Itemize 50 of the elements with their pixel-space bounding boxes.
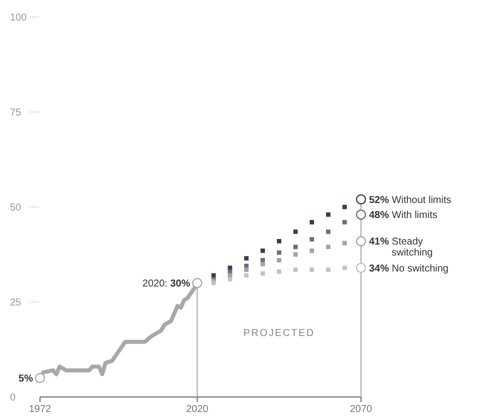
- point: [276, 269, 282, 274]
- x-tick-label: 2020: [186, 404, 209, 415]
- point: [244, 273, 249, 278]
- y-tick-label: 50: [10, 202, 22, 214]
- data-label: 52%: [369, 194, 390, 206]
- point: [293, 268, 298, 272]
- data-label: 48%: [369, 210, 390, 222]
- y-tick-label: 75: [10, 108, 22, 118]
- data-label: 34%: [369, 263, 390, 274]
- point: [276, 258, 282, 262]
- point: [326, 244, 330, 250]
- data-label: 41%: [369, 236, 390, 248]
- point: [244, 268, 249, 272]
- point: [326, 268, 330, 272]
- point: [342, 240, 347, 246]
- y-tick-label: 25: [10, 298, 22, 308]
- data-label: 5%: [18, 374, 34, 384]
- point: [192, 278, 202, 288]
- point: [260, 248, 265, 253]
- point: [342, 266, 347, 270]
- point: [326, 230, 330, 234]
- x-tick-label: 1972: [28, 404, 52, 415]
- annotation: PROJECTED: [243, 328, 315, 340]
- point: [228, 277, 232, 282]
- point: [326, 212, 330, 217]
- point: [260, 271, 265, 276]
- point: [310, 268, 314, 272]
- point: [260, 258, 265, 262]
- point: [342, 220, 347, 224]
- point: [276, 239, 282, 244]
- point: [244, 256, 249, 260]
- x-tick-label: 2070: [350, 404, 373, 415]
- text: No switching: [389, 263, 448, 274]
- point: [211, 273, 216, 278]
- text: Steady switching: [389, 236, 433, 259]
- point: [244, 264, 249, 268]
- point: [293, 230, 298, 234]
- point: [310, 248, 314, 253]
- point: [310, 237, 314, 242]
- text: Without limits: [389, 194, 452, 206]
- data-label: 2020: 30%: [142, 278, 190, 290]
- text: With limits: [389, 210, 438, 222]
- y-tick-label: 100: [10, 12, 28, 24]
- point: [34, 372, 46, 384]
- point: [293, 244, 298, 250]
- point: [260, 262, 265, 266]
- point: [342, 204, 347, 210]
- point: [310, 220, 314, 224]
- point: [276, 250, 282, 255]
- y-tick-label: 0: [10, 392, 16, 404]
